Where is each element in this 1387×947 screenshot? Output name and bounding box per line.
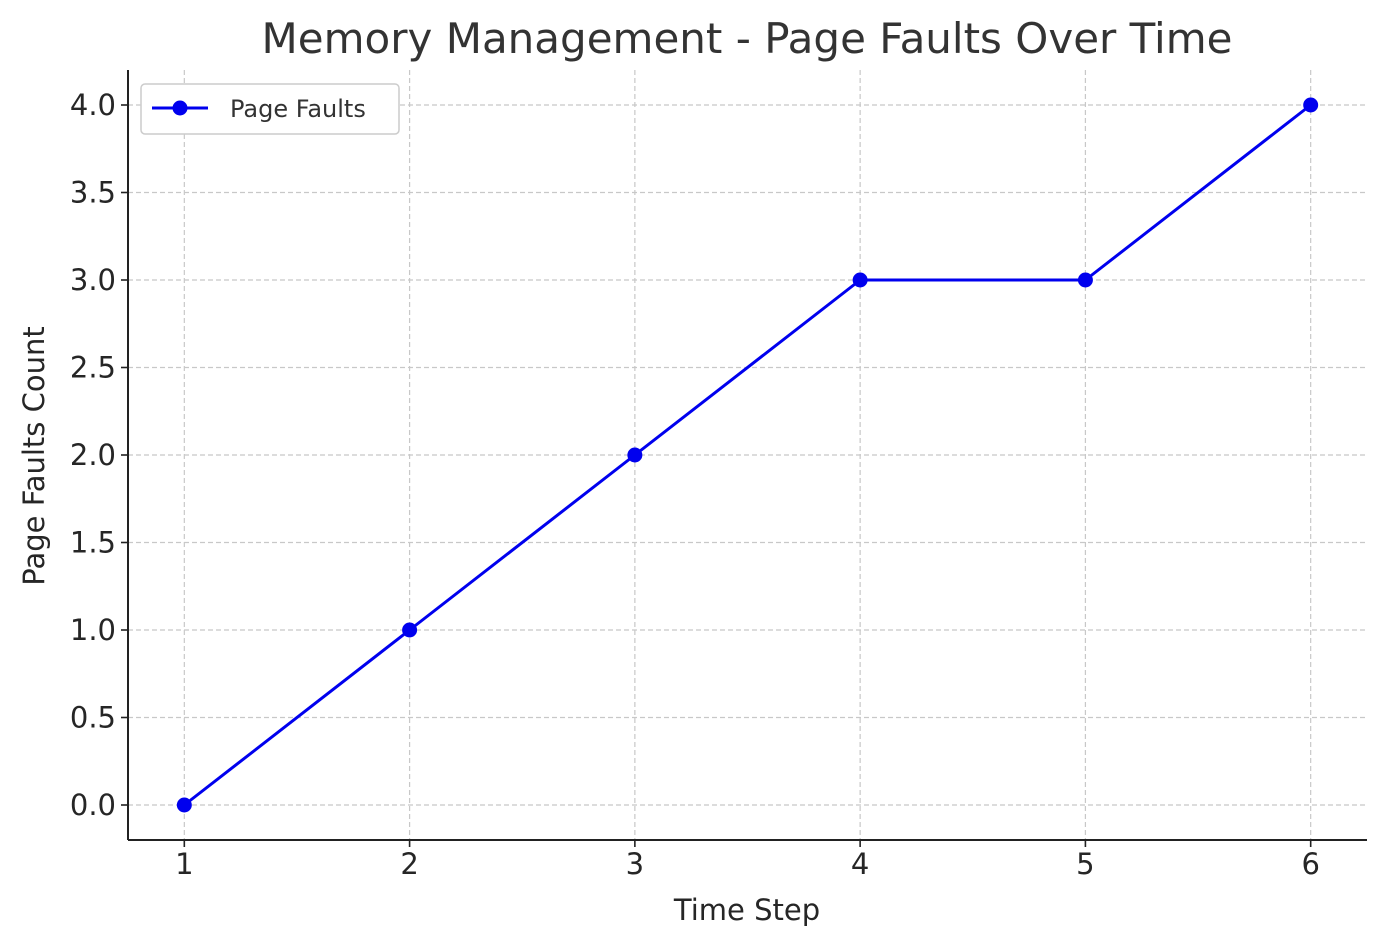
x-tick-label: 5 xyxy=(1076,847,1094,881)
chart-title: Memory Management - Page Faults Over Tim… xyxy=(262,14,1233,63)
legend-marker-swatch xyxy=(172,100,188,116)
y-tick-label: 0.5 xyxy=(70,701,116,735)
y-tick-label: 1.0 xyxy=(70,613,116,647)
series-line-page-faults xyxy=(182,103,1313,807)
y-axis-title: Page Faults Count xyxy=(17,326,51,585)
x-tick-label: 4 xyxy=(851,847,869,881)
series xyxy=(176,97,1319,813)
y-tick-label: 3.0 xyxy=(70,263,116,297)
x-tick-label: 6 xyxy=(1301,847,1319,881)
x-tick-label: 3 xyxy=(626,847,644,881)
y-tick-label: 4.0 xyxy=(70,88,116,122)
data-point xyxy=(1303,97,1319,113)
y-tick-label: 3.5 xyxy=(70,176,116,210)
data-point xyxy=(402,622,418,638)
legend-label: Page Faults xyxy=(230,95,366,123)
x-tick-label: 1 xyxy=(175,847,193,881)
legend-box xyxy=(140,83,400,135)
y-tick-label: 2.5 xyxy=(70,351,116,385)
data-point xyxy=(176,797,192,813)
ticks: 1 2 3 4 5 6 0.0 0.5 1.0 1.5 2.0 2.5 3.0 3.5 4.0 xyxy=(70,88,1320,881)
y-tick-label: 2.0 xyxy=(70,438,116,472)
x-axis-title: Time Step xyxy=(673,893,820,927)
data-point xyxy=(852,272,868,288)
y-tick-label: 1.5 xyxy=(70,526,116,560)
data-point xyxy=(1077,272,1093,288)
legend: Page Faults xyxy=(140,83,400,135)
x-tick-label: 2 xyxy=(400,847,418,881)
data-point xyxy=(627,447,643,463)
y-tick-label: 0.0 xyxy=(70,788,116,822)
